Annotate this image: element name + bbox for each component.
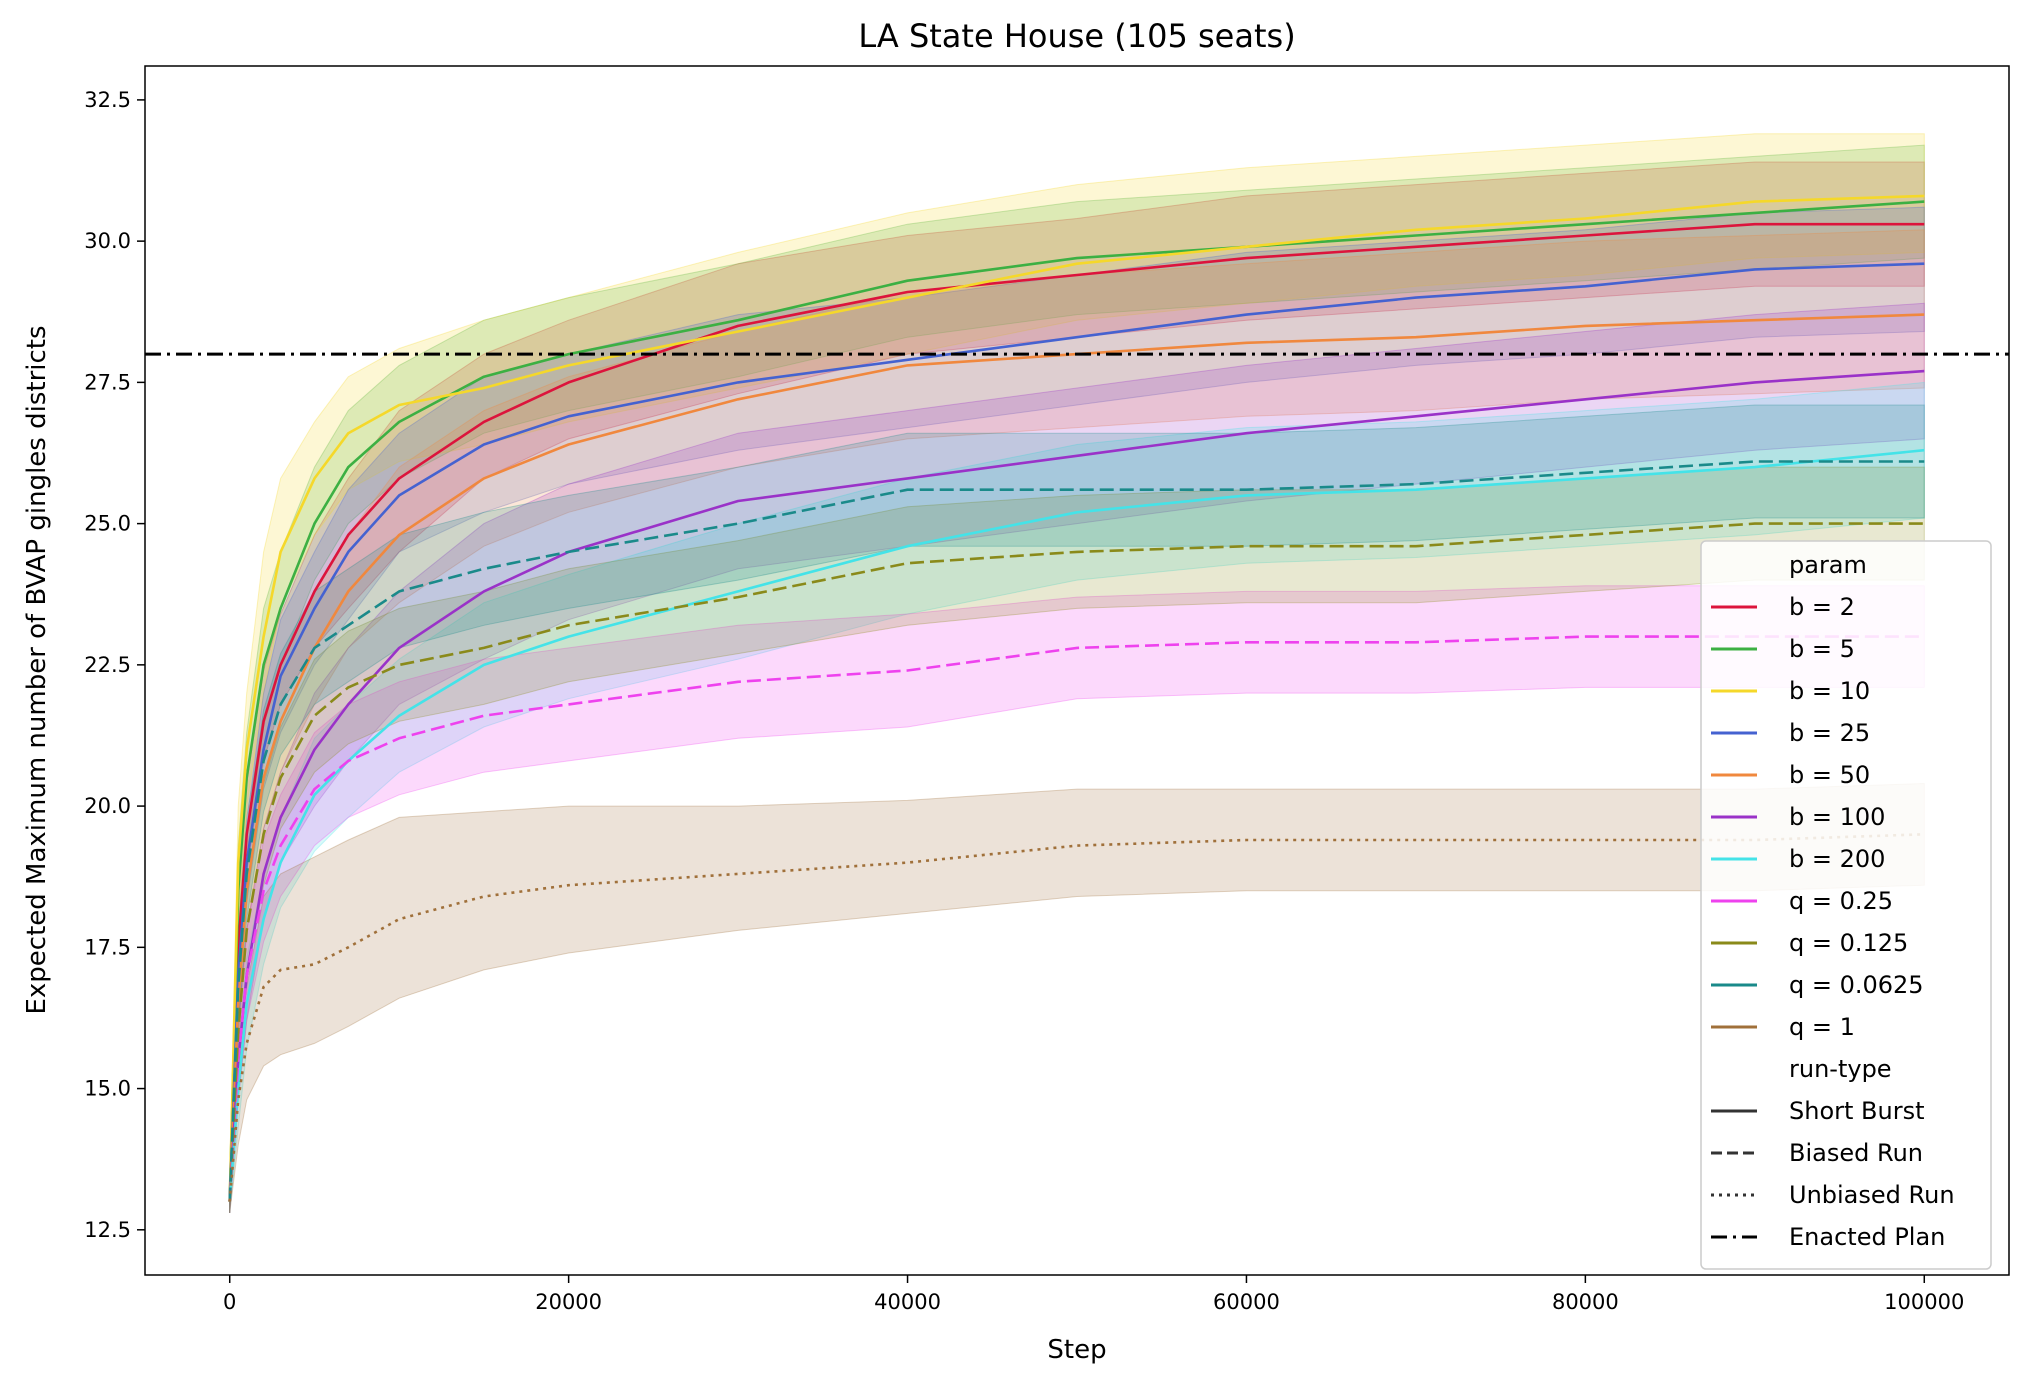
band-b-5 bbox=[229, 144, 1925, 1213]
series-line-q-0-0625 bbox=[228, 460, 1925, 1202]
band-q-0-0625 bbox=[229, 404, 1925, 1213]
series-line-b-25 bbox=[228, 262, 1925, 1202]
legend-label-unbiased-run: Unbiased Run bbox=[1789, 1181, 1955, 1209]
band-b-25 bbox=[229, 206, 1925, 1213]
x-tick-label: 80000 bbox=[1552, 1290, 1619, 1314]
series-line-q-1 bbox=[228, 833, 1925, 1202]
legend: param b = 2 b = 5 b = 10 b = 25 b = 50 b = 100… bbox=[1700, 540, 1992, 1270]
legend-label-b-50: b = 50 bbox=[1789, 761, 1870, 789]
band-b-100 bbox=[229, 302, 1925, 1213]
y-tick-label: 30.0 bbox=[84, 229, 131, 253]
y-tick-label: 25.0 bbox=[84, 512, 131, 536]
x-tick-label: 60000 bbox=[1213, 1290, 1280, 1314]
legend-label-b-100: b = 100 bbox=[1789, 803, 1885, 831]
legend-label-enacted-plan: Enacted Plan bbox=[1789, 1223, 1945, 1251]
legend-title-run-type: run-type bbox=[1789, 1055, 1892, 1083]
legend-label-q-0-25: q = 0.25 bbox=[1789, 887, 1893, 915]
series-line-b-50 bbox=[228, 313, 1925, 1202]
y-tick-label: 20.0 bbox=[84, 794, 131, 818]
x-tick-label: 40000 bbox=[874, 1290, 941, 1314]
legend-box bbox=[1700, 540, 1992, 1270]
y-tick-label: 12.5 bbox=[84, 1218, 131, 1242]
x-tick-label: 20000 bbox=[535, 1290, 602, 1314]
legend-label-q-0-0625: q = 0.0625 bbox=[1789, 971, 1924, 999]
y-axis-ticks: 12.5 15.0 17.5 20.0 22.5 25.0 27.5 30.0 32.5 bbox=[84, 88, 145, 1242]
series-line-b-10 bbox=[228, 194, 1925, 1202]
legend-label-biased-run: Biased Run bbox=[1789, 1139, 1923, 1167]
x-axis-label: Step bbox=[1047, 1335, 1106, 1365]
series-line-q-0-125 bbox=[228, 522, 1925, 1202]
series-lines bbox=[228, 194, 1925, 1202]
x-tick-label: 0 bbox=[223, 1290, 236, 1314]
legend-title-param: param bbox=[1789, 551, 1867, 579]
legend-label-b-25: b = 25 bbox=[1789, 719, 1870, 747]
y-tick-label: 22.5 bbox=[84, 653, 131, 677]
x-axis-ticks: 0 20000 40000 60000 80000 100000 bbox=[223, 1275, 1964, 1314]
series-line-b-100 bbox=[228, 369, 1925, 1202]
chart-title: LA State House (105 seats) bbox=[858, 17, 1295, 55]
y-tick-label: 15.0 bbox=[84, 1077, 131, 1101]
y-tick-label: 17.5 bbox=[84, 935, 131, 959]
legend-label-b-200: b = 200 bbox=[1789, 845, 1885, 873]
series-line-b-200 bbox=[228, 448, 1925, 1202]
legend-label-q-0-125: q = 0.125 bbox=[1789, 929, 1908, 957]
legend-label-b-2: b = 2 bbox=[1789, 593, 1855, 621]
legend-label-b-5: b = 5 bbox=[1789, 635, 1855, 663]
series-line-b-5 bbox=[228, 200, 1925, 1202]
legend-label-b-10: b = 10 bbox=[1789, 677, 1870, 705]
legend-label-q-1: q = 1 bbox=[1789, 1013, 1855, 1041]
x-tick-label: 100000 bbox=[1884, 1290, 1964, 1314]
y-tick-label: 32.5 bbox=[84, 88, 131, 112]
legend-label-short-burst: Short Burst bbox=[1789, 1097, 1925, 1125]
plot-frame bbox=[144, 65, 2010, 1276]
y-axis-label: Expected Maximum number of BVAP gingles … bbox=[22, 325, 52, 1014]
confidence-bands bbox=[229, 133, 1925, 1213]
band-b-10 bbox=[229, 133, 1925, 1213]
series-line-b-2 bbox=[228, 222, 1925, 1202]
y-tick-label: 27.5 bbox=[84, 370, 131, 394]
